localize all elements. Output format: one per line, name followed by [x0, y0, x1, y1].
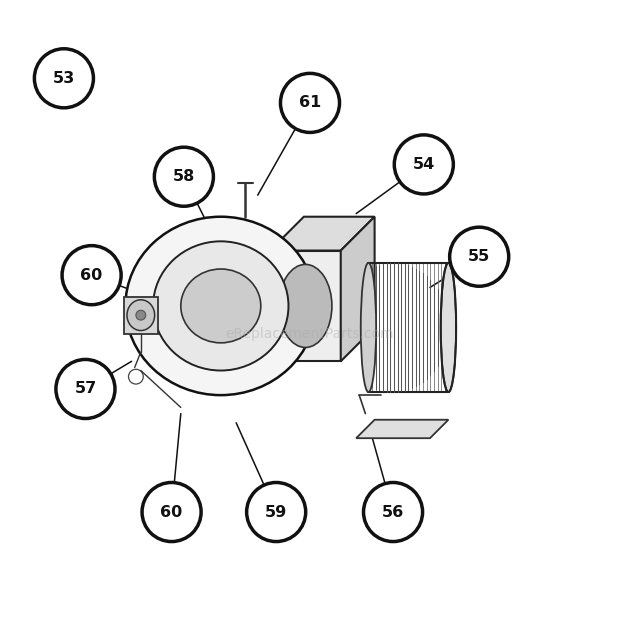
Ellipse shape [361, 263, 376, 392]
Circle shape [34, 49, 94, 108]
Text: 56: 56 [382, 504, 404, 520]
Text: eReplacementParts.com: eReplacementParts.com [226, 326, 394, 341]
Ellipse shape [279, 265, 332, 347]
Text: 53: 53 [53, 71, 75, 86]
Ellipse shape [125, 217, 316, 395]
Text: 59: 59 [265, 504, 287, 520]
Text: 55: 55 [468, 249, 490, 265]
Ellipse shape [127, 300, 154, 331]
Text: 60: 60 [81, 268, 103, 282]
Circle shape [450, 227, 509, 286]
Ellipse shape [441, 263, 456, 392]
Polygon shape [124, 297, 157, 334]
Circle shape [280, 74, 340, 132]
Polygon shape [270, 250, 341, 362]
Text: 54: 54 [413, 157, 435, 172]
Ellipse shape [153, 241, 288, 371]
Polygon shape [270, 217, 374, 250]
Text: 58: 58 [173, 169, 195, 184]
Circle shape [247, 483, 306, 541]
Text: 57: 57 [74, 381, 97, 397]
Text: 60: 60 [161, 504, 183, 520]
Circle shape [136, 310, 146, 320]
Circle shape [62, 245, 121, 305]
Ellipse shape [181, 269, 261, 343]
Circle shape [363, 483, 423, 541]
Circle shape [142, 483, 201, 541]
Circle shape [394, 135, 453, 194]
Polygon shape [356, 420, 448, 438]
Polygon shape [341, 217, 374, 362]
Circle shape [154, 147, 213, 206]
Text: 61: 61 [299, 95, 321, 111]
Circle shape [56, 360, 115, 418]
